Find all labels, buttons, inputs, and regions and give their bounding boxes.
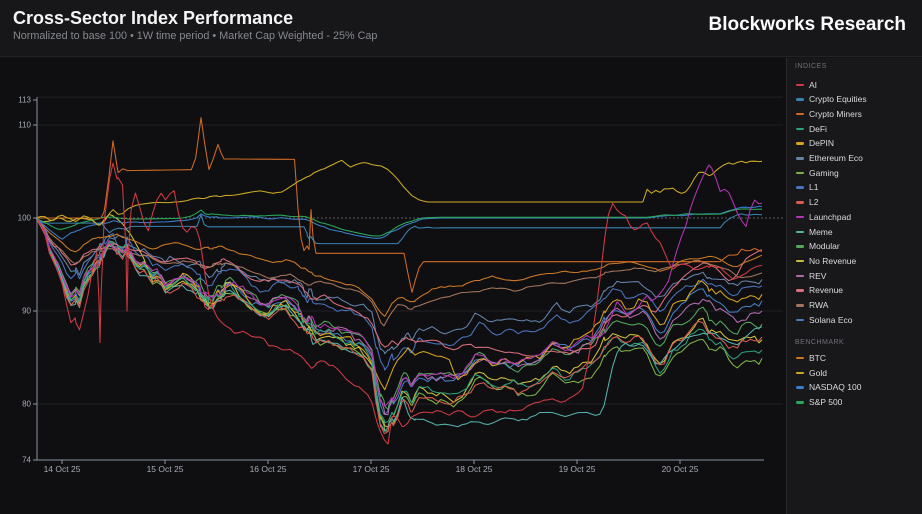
svg-text:80: 80 — [22, 400, 31, 409]
svg-text:16 Oct 25: 16 Oct 25 — [250, 464, 287, 474]
svg-text:110: 110 — [18, 121, 31, 130]
svg-text:74: 74 — [22, 456, 31, 465]
svg-text:19 Oct 25: 19 Oct 25 — [559, 464, 596, 474]
svg-text:100: 100 — [18, 214, 32, 223]
svg-text:90: 90 — [22, 307, 31, 316]
svg-text:15 Oct 25: 15 Oct 25 — [147, 464, 184, 474]
svg-text:18 Oct 25: 18 Oct 25 — [456, 464, 493, 474]
svg-text:113: 113 — [18, 96, 31, 105]
svg-text:14 Oct 25: 14 Oct 25 — [44, 464, 81, 474]
svg-text:20 Oct 25: 20 Oct 25 — [662, 464, 699, 474]
svg-text:17 Oct 25: 17 Oct 25 — [353, 464, 390, 474]
